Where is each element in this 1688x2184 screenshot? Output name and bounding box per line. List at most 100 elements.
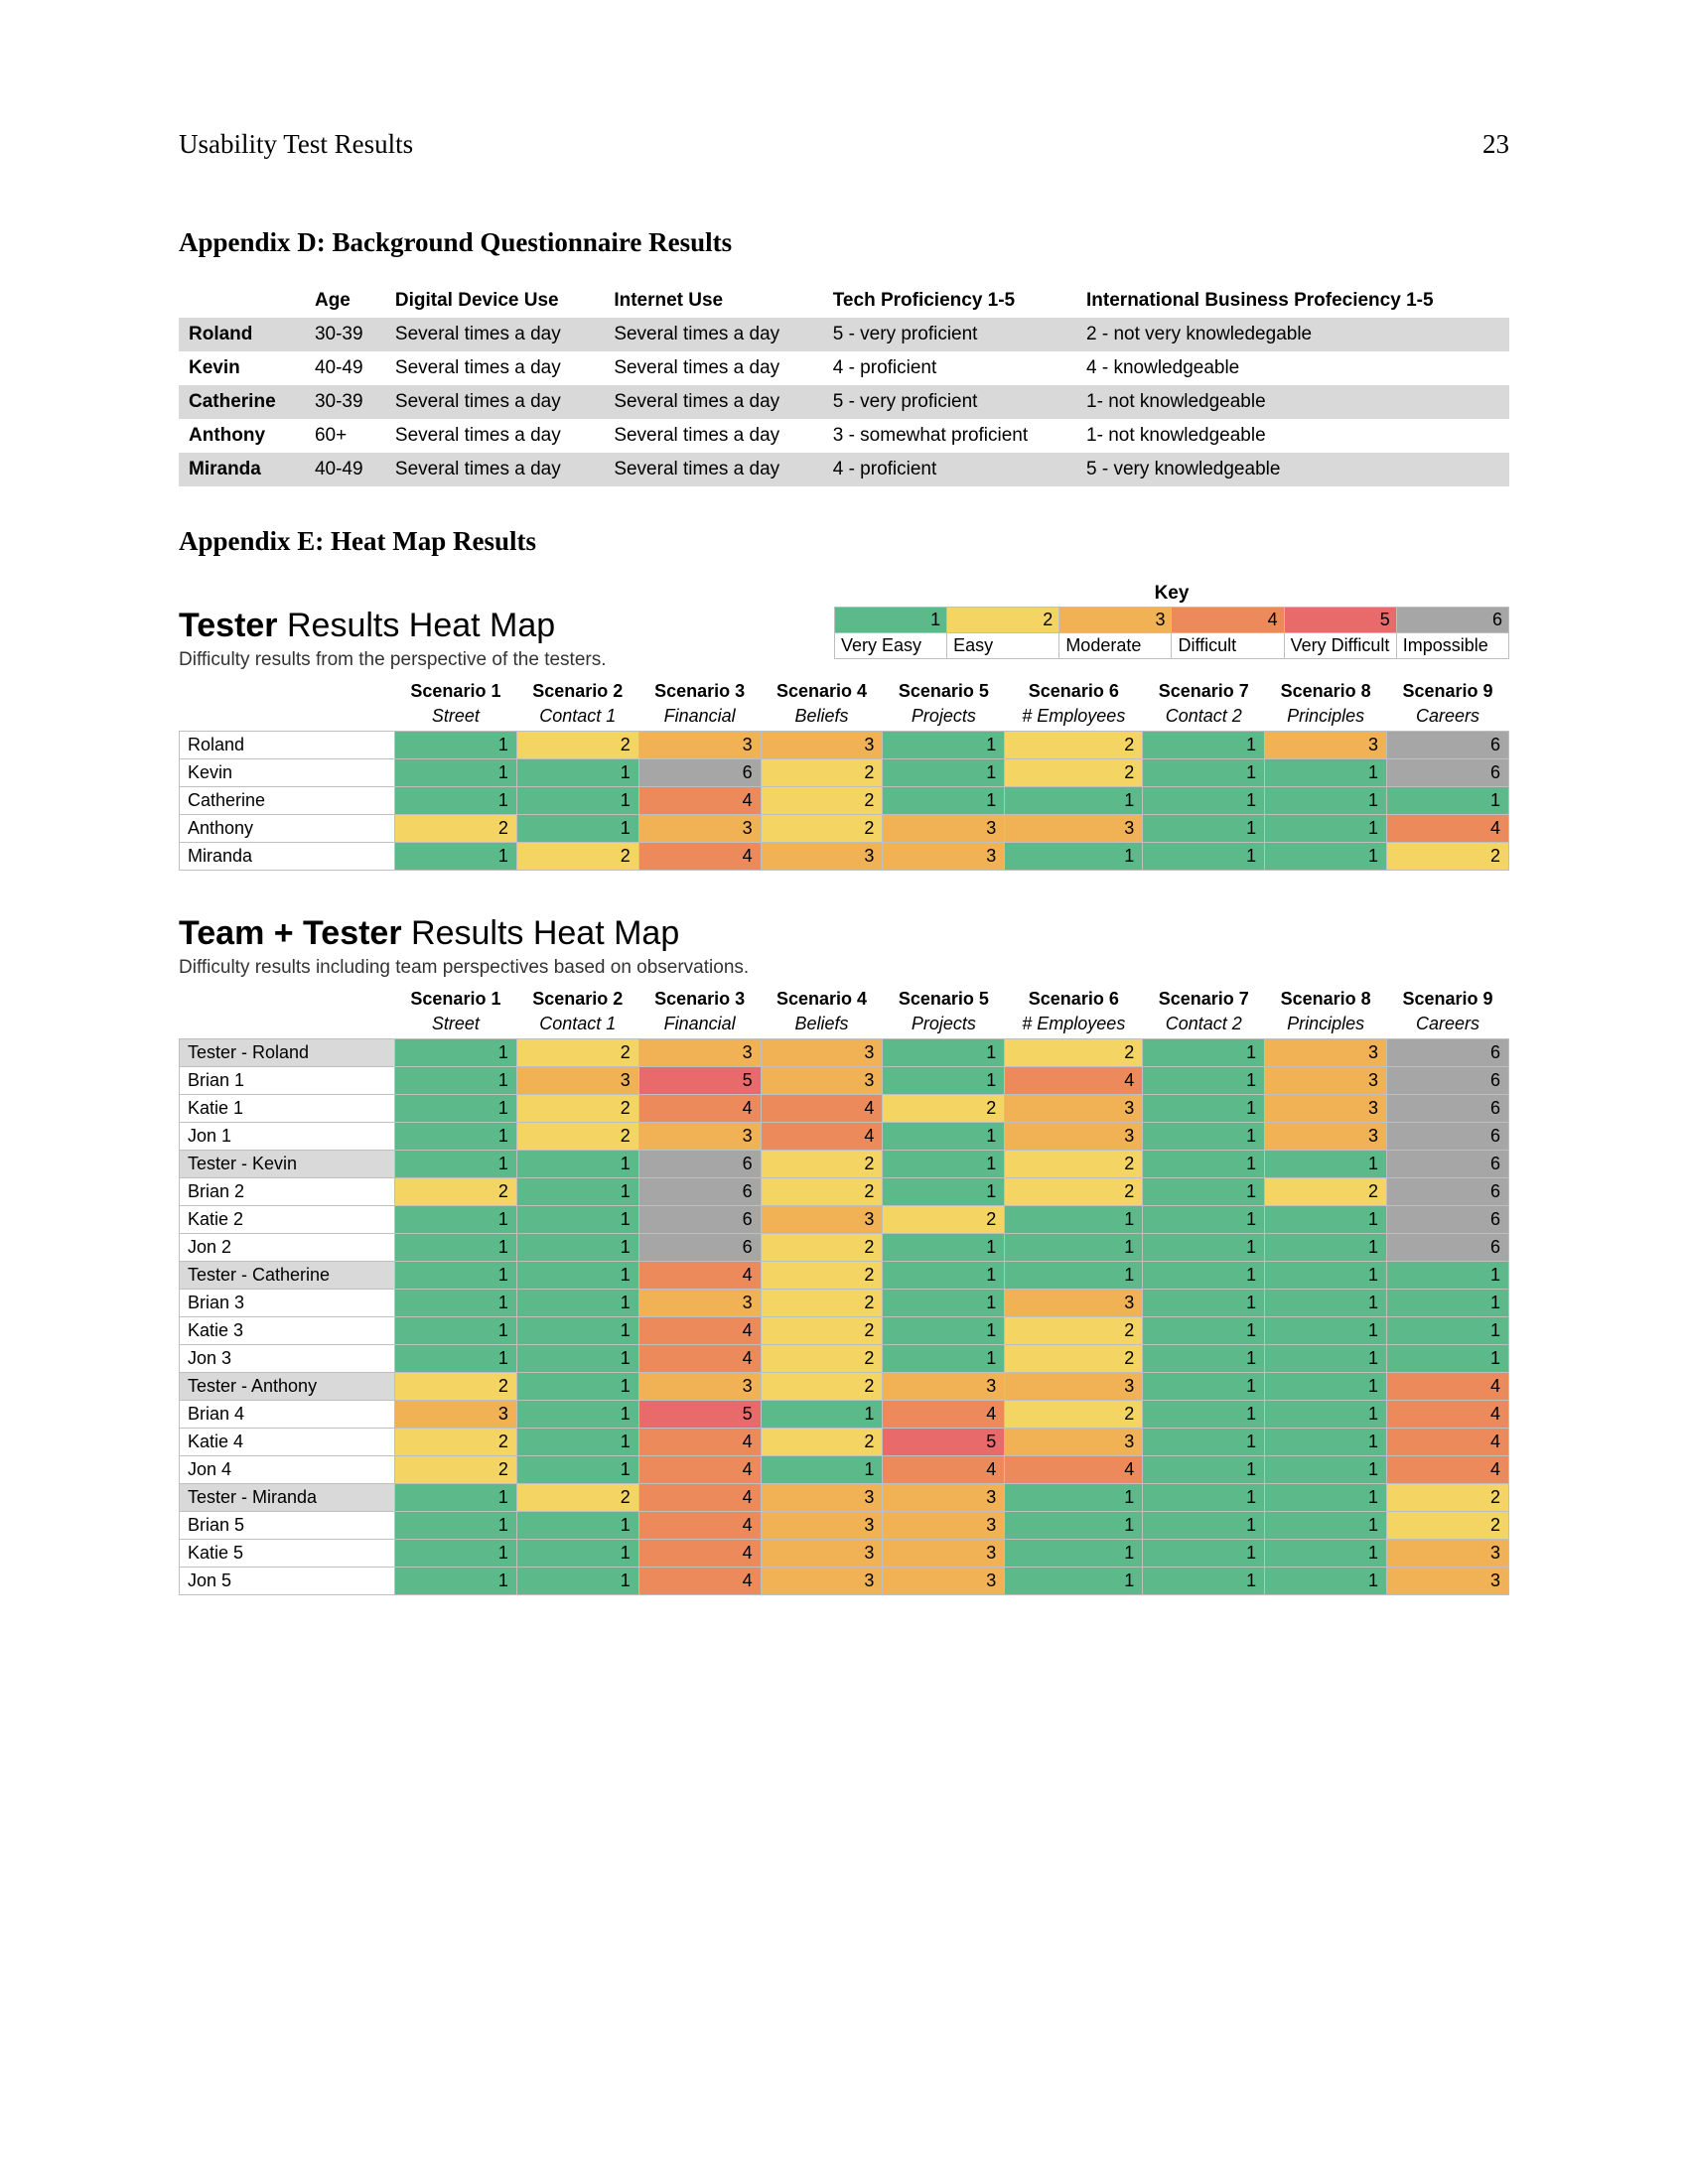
bg-table-row-name: Kevin [179,351,305,385]
scenario-header: Scenario 7 [1143,987,1265,1012]
heat-cell: 2 [883,1095,1005,1123]
heat-cell: 1 [883,1262,1005,1290]
heat-cell: 6 [1387,1178,1509,1206]
heat-cell: 4 [638,1262,761,1290]
heat-cell: 1 [395,1568,517,1595]
heat-cell: 1 [395,1206,517,1234]
heat-cell: 3 [1265,1123,1387,1151]
heat-cell: 1 [883,1067,1005,1095]
heat-row-name: Jon 2 [180,1234,395,1262]
heat-cell: 6 [1387,1206,1509,1234]
heat-cell: 2 [1005,1178,1143,1206]
bg-table-row-name: Miranda [179,453,305,486]
heat-cell: 2 [1005,1345,1143,1373]
heat-cell: 1 [1143,1262,1265,1290]
heat-cell: 1 [395,787,517,815]
heat-cell: 2 [761,1345,883,1373]
heat-cell: 3 [883,1540,1005,1568]
bg-table-row-name: Roland [179,318,305,351]
bg-table-col-header: Tech Proficiency 1-5 [823,284,1076,318]
heat-row: Tester - Roland123312136 [180,1039,1509,1067]
heat-cell: 1 [761,1401,883,1429]
heat-cell: 4 [638,1568,761,1595]
heat-cell: 4 [638,1317,761,1345]
heat-row: Anthony213233114 [180,815,1509,843]
heat-cell: 2 [1005,759,1143,787]
heat-cell: 1 [1143,1206,1265,1234]
heat-cell: 4 [638,843,761,871]
heat-row-name: Brian 2 [180,1178,395,1206]
heat-cell: 1 [1265,815,1387,843]
scenario-subheader: Beliefs [761,1012,883,1039]
heat-cell: 6 [1387,1067,1509,1095]
heat-cell: 3 [1265,732,1387,759]
bg-table-row: Catherine30-39Several times a daySeveral… [179,385,1509,419]
bg-table-cell: 3 - somewhat proficient [823,419,1076,453]
heat-row: Katie 5114331113 [180,1540,1509,1568]
scenario-header: Scenario 1 [395,987,517,1012]
heat-cell: 1 [1143,1484,1265,1512]
heat-cell: 6 [638,1151,761,1178]
key-value-cell: 5 [1284,608,1396,633]
scenario-subheader: # Employees [1005,1012,1143,1039]
heat-cell: 2 [516,843,638,871]
tester-heatmap-title: Tester Results Heat Map [179,607,607,645]
scenario-subheader: Financial [638,1012,761,1039]
heat-row-name: Katie 2 [180,1206,395,1234]
heat-cell: 3 [638,1290,761,1317]
scenario-subheader: Projects [883,1012,1005,1039]
heat-cell: 2 [883,1206,1005,1234]
heat-row-name: Miranda [180,843,395,871]
heat-cell: 1 [883,1345,1005,1373]
heat-cell: 2 [1387,1512,1509,1540]
heat-row: Katie 3114212111 [180,1317,1509,1345]
heat-cell: 1 [516,759,638,787]
heat-cell: 1 [395,1039,517,1067]
appendix-d-title: Appendix D: Background Questionnaire Res… [179,227,1509,258]
bg-table-cell: Several times a day [604,351,822,385]
heat-cell: 3 [1005,1429,1143,1456]
heat-cell: 1 [1143,1456,1265,1484]
heat-cell: 1 [516,1429,638,1456]
blank-header [180,679,395,704]
heat-cell: 2 [761,1373,883,1401]
heat-cell: 1 [1265,1429,1387,1456]
heat-cell: 1 [1265,1262,1387,1290]
scenario-subheader-row: StreetContact 1FinancialBeliefsProjects#… [180,1012,1509,1039]
heat-cell: 3 [1265,1095,1387,1123]
bg-table-cell: 30-39 [305,318,385,351]
heat-cell: 1 [1005,1262,1143,1290]
heat-cell: 1 [516,1262,638,1290]
heat-cell: 1 [395,1512,517,1540]
scenario-header: Scenario 2 [516,987,638,1012]
heat-cell: 1 [1265,1568,1387,1595]
bg-table-cell: Several times a day [385,419,604,453]
heat-cell: 3 [1265,1039,1387,1067]
heat-row: Tester - Catherine114211111 [180,1262,1509,1290]
heat-cell: 2 [1005,1039,1143,1067]
heat-row: Catherine114211111 [180,787,1509,815]
heat-cell: 1 [883,759,1005,787]
heat-cell: 1 [1143,759,1265,787]
heat-cell: 3 [761,1512,883,1540]
heat-cell: 1 [1265,1234,1387,1262]
heat-row: Brian 4315142114 [180,1401,1509,1429]
scenario-subheader: Financial [638,704,761,732]
heat-cell: 4 [1387,815,1509,843]
heat-row-name: Brian 3 [180,1290,395,1317]
heat-cell: 1 [1005,1540,1143,1568]
heat-cell: 1 [1265,1401,1387,1429]
heat-cell: 5 [883,1429,1005,1456]
heat-cell: 1 [1143,1429,1265,1456]
heat-cell: 2 [1005,1151,1143,1178]
scenario-header-row: Scenario 1Scenario 2Scenario 3Scenario 4… [180,679,1509,704]
heat-cell: 1 [1387,1317,1509,1345]
heat-cell: 1 [1143,787,1265,815]
bg-table-col-header: Internet Use [604,284,822,318]
bg-table-cell: 4 - proficient [823,351,1076,385]
key-label-cell: Impossible [1396,633,1508,659]
heat-cell: 1 [1265,1484,1387,1512]
heat-cell: 2 [395,1456,517,1484]
heat-row: Miranda124331112 [180,843,1509,871]
bg-table-col-header: Age [305,284,385,318]
